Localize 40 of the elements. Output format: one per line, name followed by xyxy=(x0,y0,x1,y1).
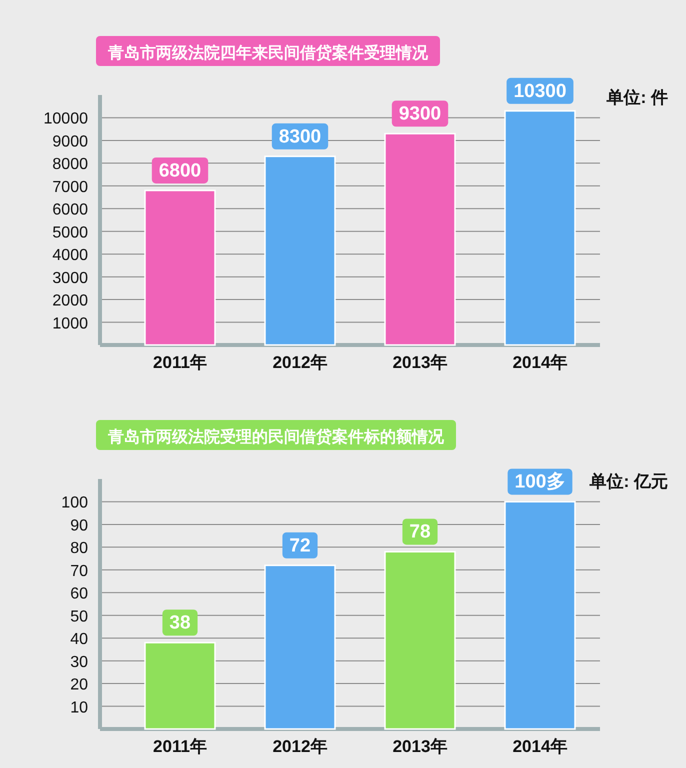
data-label: 9300 xyxy=(398,104,442,125)
y-tick-label: 100 xyxy=(61,494,88,512)
y-tick-label: 50 xyxy=(70,608,88,626)
y-tick-label: 1000 xyxy=(52,315,88,332)
data-label: 78 xyxy=(409,522,431,543)
chart-title: 青岛市两级法院受理的民间借贷案件标的额情况 xyxy=(107,427,445,446)
x-tick-label: 2011年 xyxy=(153,353,207,372)
title: 青岛市两级法院受理的民间借贷案件标的额情况 xyxy=(96,420,456,450)
chart-title: 青岛市两级法院四年来民间借贷案件受理情况 xyxy=(107,43,429,62)
data-label: 6800 xyxy=(158,160,202,182)
x-tick-label: 2014年 xyxy=(512,737,568,756)
y-tick-label: 8000 xyxy=(52,156,88,174)
data-label: 38 xyxy=(169,612,191,634)
y-tick-label: 60 xyxy=(70,586,88,603)
data-label: 10300 xyxy=(514,80,566,102)
y-tick-label: 5000 xyxy=(52,224,88,242)
y-tick-label: 2000 xyxy=(52,292,88,310)
x-tick-label: 2014年 xyxy=(512,353,568,372)
y-tick-label: 70 xyxy=(70,562,88,580)
data-label: 100多 xyxy=(514,472,566,493)
y-tick-label: 40 xyxy=(70,631,88,648)
y-tick-label: 80 xyxy=(70,540,88,558)
y-tick-label: 7000 xyxy=(52,178,88,196)
y-tick-label: 9000 xyxy=(52,133,88,150)
y-tick-label: 4000 xyxy=(52,247,88,264)
x-tick-label: 2013年 xyxy=(392,737,448,756)
x-tick-label: 2012年 xyxy=(272,353,328,372)
y-tick-label: 90 xyxy=(70,517,88,534)
data-label: 72 xyxy=(289,535,311,556)
y-tick-label: 10 xyxy=(70,699,88,716)
y-tick-label: 10000 xyxy=(44,110,88,128)
y-tick-label: 6000 xyxy=(52,202,88,219)
y-tick-label: 30 xyxy=(70,654,88,671)
x-tick-label: 2011年 xyxy=(153,737,207,756)
y-tick-label: 20 xyxy=(70,676,88,694)
x-tick-label: 2012年 xyxy=(272,737,328,756)
y-tick-label: 3000 xyxy=(52,270,88,287)
data-label: 8300 xyxy=(278,126,322,148)
title: 青岛市两级法院四年来民间借贷案件受理情况 xyxy=(96,36,440,66)
x-tick-label: 2013年 xyxy=(392,353,448,372)
